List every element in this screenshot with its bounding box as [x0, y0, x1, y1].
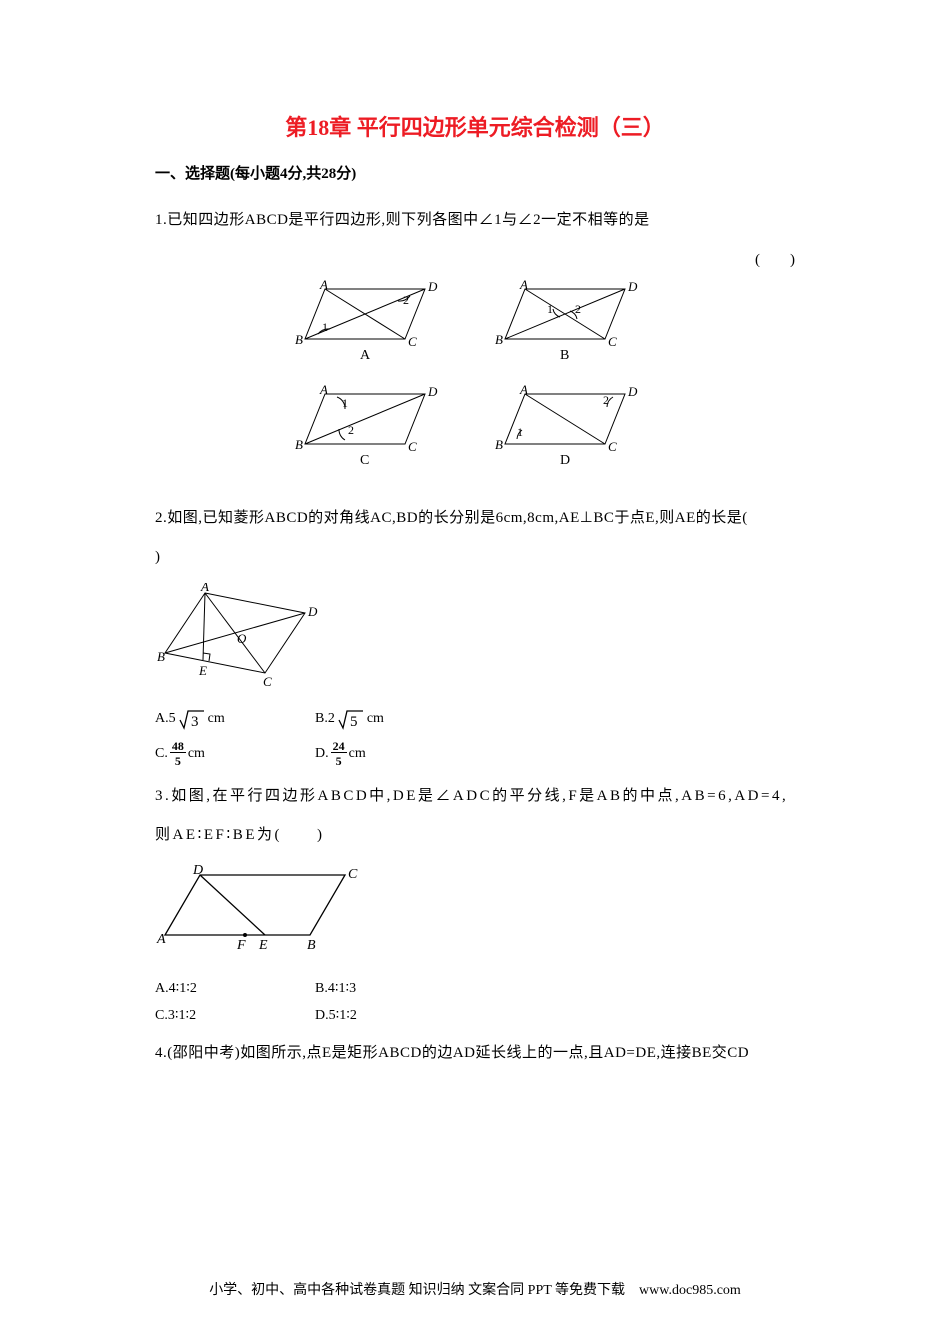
- q4-text: 4.(邵阳中考)如图所示,点E是矩形ABCD的边AD延长线上的一点,且AD=DE…: [155, 1034, 795, 1073]
- q3-options-row1: A.4∶1∶2 B.4∶1∶3: [155, 980, 795, 997]
- frac-num: 48: [170, 740, 186, 753]
- q2-b-pre: B.2: [315, 711, 335, 727]
- q3-d-label: D.5∶1∶2: [315, 1007, 357, 1024]
- page-title: 第18章 平行四边形单元综合检测（三）: [155, 110, 795, 142]
- svg-text:1: 1: [547, 302, 553, 316]
- svg-text:D: D: [427, 384, 438, 399]
- q2-b-suf: cm: [367, 711, 384, 727]
- svg-text:O: O: [237, 631, 247, 646]
- svg-text:D: D: [627, 279, 638, 294]
- svg-text:2: 2: [403, 293, 409, 307]
- q3-diagram: D C A B F E: [155, 865, 795, 960]
- svg-text:C: C: [360, 453, 369, 468]
- svg-text:E: E: [258, 938, 268, 953]
- svg-text:C: C: [408, 334, 417, 349]
- q1-parallelogram-grid: A D B C 1 2 A A D B C 1 2 B: [285, 279, 665, 479]
- sqrt-icon: 5: [337, 708, 365, 730]
- svg-text:D: D: [307, 604, 318, 619]
- svg-text:2: 2: [348, 423, 354, 437]
- svg-text:D: D: [192, 865, 203, 878]
- q3-a-label: A.4∶1∶2: [155, 980, 197, 997]
- svg-text:B: B: [157, 649, 165, 664]
- q3-b-label: B.4∶1∶3: [315, 980, 356, 997]
- q2-option-a: A.5 3 cm: [155, 708, 315, 730]
- q1-answer-blank: ( ): [155, 248, 795, 269]
- q3-text: 3.如图,在平行四边形ABCD中,DE是∠ADC的平分线,F是AB的中点,AB=…: [155, 777, 795, 855]
- svg-text:A: A: [319, 382, 328, 397]
- fraction: 48 5: [170, 740, 186, 767]
- fraction: 24 5: [331, 740, 347, 767]
- svg-text:B: B: [495, 437, 503, 452]
- q3-option-b: B.4∶1∶3: [315, 980, 475, 997]
- svg-text:D: D: [427, 279, 438, 294]
- q2-d-suf: cm: [349, 746, 366, 762]
- svg-text:A: A: [360, 348, 371, 363]
- q3-options-row2: C.3∶1∶2 D.5∶1∶2: [155, 1007, 795, 1024]
- svg-text:C: C: [608, 334, 617, 349]
- svg-text:A: A: [519, 382, 528, 397]
- svg-text:C: C: [408, 439, 417, 454]
- q1-diagrams: A D B C 1 2 A A D B C 1 2 B: [155, 279, 795, 479]
- frac-num: 24: [331, 740, 347, 753]
- q2-c-pre: C.: [155, 746, 168, 762]
- page-footer: 小学、初中、高中各种试卷真题 知识归纳 文案合同 PPT 等免费下载 www.d…: [0, 1279, 950, 1299]
- q2-d-pre: D.: [315, 746, 329, 762]
- q2-diagram: A D B C E O: [155, 583, 795, 698]
- svg-text:A: A: [200, 583, 209, 594]
- q3-c-label: C.3∶1∶2: [155, 1007, 196, 1024]
- svg-text:1: 1: [517, 425, 523, 439]
- frac-den: 5: [336, 753, 342, 767]
- svg-text:B: B: [495, 332, 503, 347]
- q2-paren-close: ): [155, 538, 795, 577]
- svg-text:5: 5: [350, 714, 358, 730]
- sqrt-icon: 3: [178, 708, 206, 730]
- svg-text:B: B: [560, 348, 569, 363]
- svg-text:2: 2: [575, 302, 581, 316]
- svg-text:C: C: [348, 867, 358, 882]
- svg-text:C: C: [608, 439, 617, 454]
- q3-option-d: D.5∶1∶2: [315, 1007, 475, 1024]
- frac-den: 5: [175, 753, 181, 767]
- q2-option-c: C. 48 5 cm: [155, 740, 315, 767]
- q2-option-b: B.2 5 cm: [315, 708, 475, 730]
- svg-text:B: B: [307, 938, 316, 953]
- q2-options-row2: C. 48 5 cm D. 24 5 cm: [155, 740, 795, 767]
- svg-text:A: A: [519, 279, 528, 292]
- svg-text:A: A: [156, 932, 166, 947]
- svg-text:1: 1: [342, 396, 348, 410]
- q3-option-a: A.4∶1∶2: [155, 980, 315, 997]
- q2-option-d: D. 24 5 cm: [315, 740, 475, 767]
- svg-text:3: 3: [191, 714, 199, 730]
- svg-text:F: F: [236, 938, 246, 953]
- svg-text:B: B: [295, 437, 303, 452]
- svg-text:A: A: [319, 279, 328, 292]
- q2-a-suf: cm: [208, 711, 225, 727]
- svg-text:1: 1: [322, 320, 328, 334]
- q2-a-pre: A.5: [155, 711, 176, 727]
- q1-text: 1.已知四边形ABCD是平行四边形,则下列各图中∠1与∠2一定不相等的是: [155, 201, 795, 240]
- q2-c-suf: cm: [188, 746, 205, 762]
- svg-text:B: B: [295, 332, 303, 347]
- svg-text:D: D: [627, 384, 638, 399]
- svg-text:C: C: [263, 674, 272, 689]
- q2-options-row1: A.5 3 cm B.2 5 cm: [155, 708, 795, 730]
- section-heading: 一、选择题(每小题4分,共28分): [155, 162, 795, 183]
- svg-text:E: E: [198, 663, 207, 678]
- q2-text: 2.如图,已知菱形ABCD的对角线AC,BD的长分别是6cm,8cm,AE⊥BC…: [155, 499, 795, 538]
- svg-text:2: 2: [603, 393, 609, 407]
- svg-text:D: D: [560, 453, 570, 468]
- q3-option-c: C.3∶1∶2: [155, 1007, 315, 1024]
